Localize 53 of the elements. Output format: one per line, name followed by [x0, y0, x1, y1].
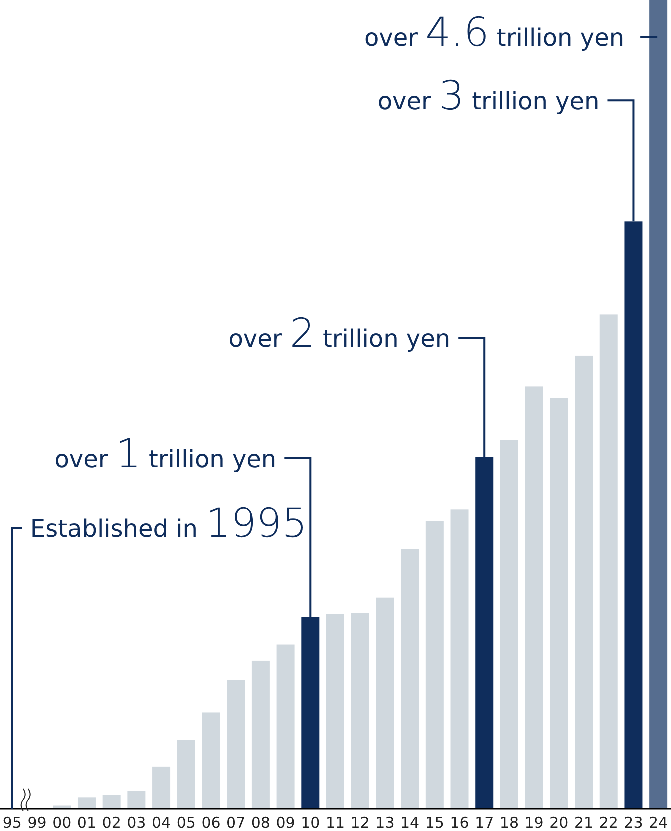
bar [500, 440, 518, 809]
bar [128, 791, 146, 809]
x-tick-label: 09 [276, 814, 296, 831]
x-tick-label: 11 [326, 814, 346, 831]
x-tick-label: 03 [127, 814, 146, 831]
x-tick-label: 10 [301, 814, 320, 831]
x-tick-label: 99 [28, 814, 47, 831]
x-tick-label: 12 [350, 814, 370, 831]
bar [252, 660, 270, 809]
x-tick-label: 05 [176, 814, 196, 831]
x-tick-label: 08 [251, 814, 270, 831]
bar [326, 614, 344, 809]
x-tick-label: 14 [400, 814, 420, 831]
annotation: over 1 trillion yen [54, 431, 277, 478]
x-tick-label: 07 [226, 814, 246, 831]
annotation: over 4.6 trillion yen [364, 10, 625, 56]
x-tick-label: 02 [102, 814, 122, 831]
bar [102, 795, 121, 809]
bar [450, 510, 469, 809]
x-tick-label: 23 [624, 814, 644, 831]
x-tick-label: 19 [524, 814, 544, 831]
annotation: Established in 1995 [30, 501, 308, 547]
bar [401, 549, 420, 809]
bar [575, 356, 594, 809]
bar [351, 613, 370, 809]
x-tick-label: 22 [599, 814, 618, 831]
x-tick-label: 95 [2, 814, 22, 831]
bar [276, 644, 295, 809]
x-tick-label: 00 [52, 814, 72, 831]
x-tick-label: 16 [450, 814, 470, 831]
bar [177, 740, 196, 809]
bar [152, 766, 171, 809]
x-tick-label: 06 [202, 814, 221, 831]
annotation: over 3 trillion yen [378, 74, 600, 120]
bar [202, 712, 220, 809]
x-tick-label: 20 [550, 814, 569, 831]
bar [650, 0, 668, 809]
bar [227, 680, 246, 809]
bar [550, 398, 568, 809]
x-tick-label: 04 [152, 814, 172, 831]
x-tick-label: 21 [574, 814, 594, 831]
x-tick-label: 17 [475, 814, 494, 831]
x-tick-label: 24 [649, 814, 668, 831]
bar [600, 314, 618, 809]
x-tick-label: 01 [77, 814, 97, 831]
annotation: over 2 trillion yen [228, 311, 451, 358]
x-tick-label: 15 [425, 814, 444, 831]
x-tick-label: 18 [500, 814, 520, 831]
bar [426, 520, 444, 809]
bar [78, 798, 96, 809]
x-tick-label: 13 [376, 814, 395, 831]
bar [525, 386, 544, 809]
bar [376, 598, 394, 809]
